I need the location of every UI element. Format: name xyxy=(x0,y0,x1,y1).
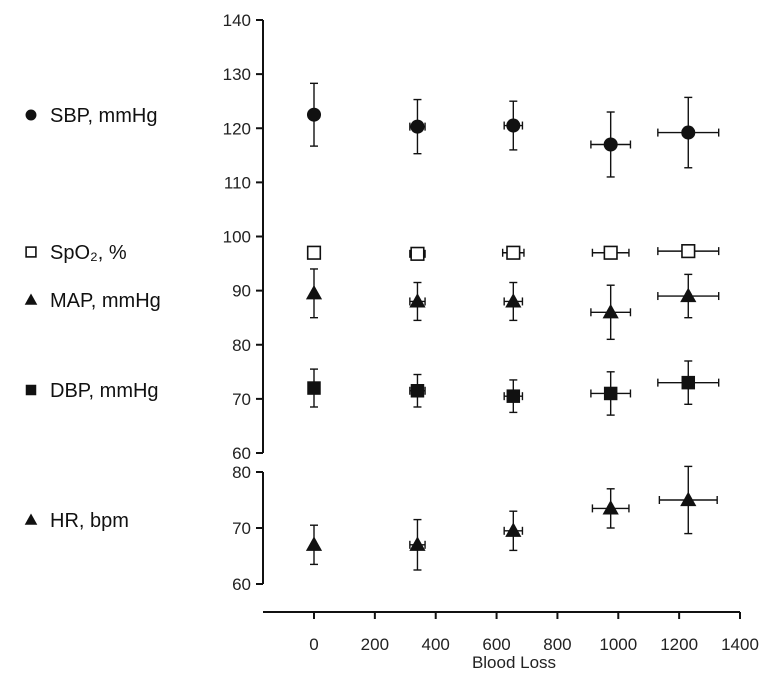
legend-marker xyxy=(25,246,37,258)
legend-marker xyxy=(25,109,37,121)
data-marks xyxy=(305,82,720,571)
y-tick-label: 80 xyxy=(232,463,251,482)
y-tick-label: 60 xyxy=(232,444,251,463)
data-point xyxy=(307,381,321,395)
legend-entry-map-mmhg: MAP, mmHg xyxy=(24,290,161,312)
legend-marker xyxy=(24,513,38,525)
y-tick-label: 70 xyxy=(232,519,251,538)
series-dbp-mmhg xyxy=(307,360,720,416)
x-tick-label: 800 xyxy=(543,635,571,654)
legend-entry-sbp-mmhg: SBP, mmHg xyxy=(25,105,157,127)
legend: SBP, mmHg SpO₂, % MAP, mmHg DBP, mmHg HR, bp… xyxy=(24,105,161,532)
data-point xyxy=(410,246,425,261)
x-tick-label: 1400 xyxy=(721,635,759,654)
legend-label: HR, bpm xyxy=(50,510,129,532)
data-point xyxy=(603,137,618,152)
legend-label: SpO₂, % xyxy=(50,242,127,264)
legend-entry-dbp-mmhg: DBP, mmHg xyxy=(25,380,159,402)
x-tick-label: 200 xyxy=(361,635,389,654)
data-point xyxy=(680,491,697,507)
data-point xyxy=(410,384,425,398)
axes: 0 200 400 600 800 1000 1200 1400 60 70 80 90 100 110 1… xyxy=(223,11,759,654)
series-hr-bpm xyxy=(305,465,718,571)
y-tick-label: 80 xyxy=(232,336,251,355)
y-tick-label: 140 xyxy=(223,11,251,30)
series-map-mmhg xyxy=(305,268,720,341)
legend-marker xyxy=(25,384,37,396)
data-point xyxy=(681,244,696,259)
legend-entry-hr-bpm: HR, bpm xyxy=(24,510,129,532)
legend-label: SBP, mmHg xyxy=(50,105,157,127)
x-tick-label: 600 xyxy=(482,635,510,654)
y-tick-label: 110 xyxy=(224,173,251,192)
data-point xyxy=(409,293,426,308)
data-point xyxy=(410,119,425,134)
legend-entry-spo: SpO₂, % xyxy=(25,242,127,264)
series-sbp-mmhg xyxy=(306,82,720,178)
data-point xyxy=(505,522,522,537)
data-point xyxy=(603,245,618,260)
data-point xyxy=(505,293,522,308)
data-point xyxy=(681,375,696,390)
data-point xyxy=(602,500,619,515)
data-point xyxy=(506,389,521,403)
y-tick-label: 90 xyxy=(232,282,251,301)
x-tick-label: 400 xyxy=(422,635,450,654)
data-point xyxy=(681,125,696,140)
data-point xyxy=(506,118,521,133)
y-tick-label: 60 xyxy=(232,575,251,594)
y-tick-label: 130 xyxy=(223,65,251,84)
y-tick-label: 100 xyxy=(223,228,251,247)
x-tick-label: 1200 xyxy=(660,635,698,654)
data-point xyxy=(305,284,323,300)
x-tick-label: 0 xyxy=(309,635,318,654)
data-point xyxy=(409,536,426,551)
data-point xyxy=(306,107,322,122)
data-point xyxy=(680,287,697,303)
legend-label: DBP, mmHg xyxy=(50,380,159,402)
x-axis-title: Blood Loss xyxy=(472,653,556,672)
data-point xyxy=(305,536,323,551)
data-point xyxy=(506,245,521,260)
x-tick-label: 1000 xyxy=(599,635,637,654)
data-point xyxy=(603,386,618,401)
y-tick-label: 120 xyxy=(223,119,251,138)
series-spo xyxy=(306,244,720,261)
data-point xyxy=(306,245,322,260)
data-point xyxy=(602,303,619,319)
legend-label: MAP, mmHg xyxy=(50,290,161,312)
legend-marker xyxy=(24,293,38,305)
y-tick-label: 70 xyxy=(232,390,251,409)
